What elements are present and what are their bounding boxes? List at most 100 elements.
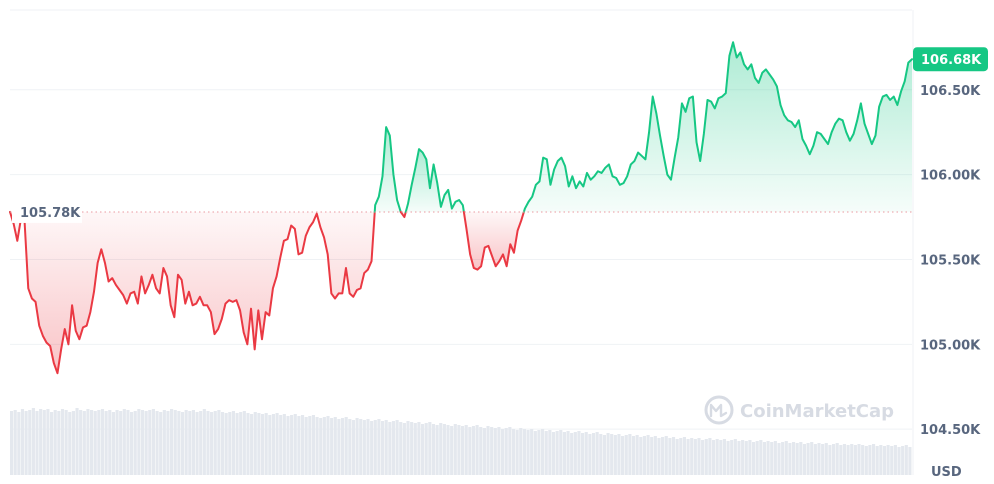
y-tick-label: 106.50K: [920, 84, 981, 99]
volume-bar: [882, 446, 887, 475]
price-line-down: [9, 210, 376, 375]
volume-bar: [766, 441, 770, 475]
volume-bar: [893, 445, 897, 475]
volume-bar: [326, 416, 330, 475]
volume-bar: [748, 440, 752, 475]
volume-bar: [802, 444, 807, 475]
volume-bar: [293, 414, 297, 475]
volume-bar: [359, 419, 363, 475]
volume-bar: [901, 446, 905, 475]
volume-bar: [220, 412, 225, 475]
volume-bar: [737, 441, 741, 475]
volume-bar: [646, 435, 650, 475]
volume-bar: [824, 443, 828, 475]
volume-bar: [279, 415, 283, 475]
volume-bar: [788, 443, 792, 475]
volume-bar: [228, 412, 232, 475]
price-line-down: [399, 210, 407, 219]
volume-bar: [417, 422, 421, 475]
volume-bar: [693, 439, 697, 475]
volume-bar: [391, 421, 396, 475]
volume-bar: [664, 436, 668, 475]
volume-bar: [831, 444, 836, 475]
volume-bar: [602, 435, 606, 475]
volume-bar: [17, 412, 21, 475]
volume-bar: [773, 441, 777, 475]
volume-bar: [370, 421, 374, 475]
volume-bar: [908, 447, 912, 475]
volume-bar: [606, 433, 610, 475]
volume-bar: [111, 412, 115, 475]
volume-bar: [170, 409, 174, 475]
volume-bar: [530, 429, 534, 475]
volume-bar: [184, 410, 188, 475]
volume-bar: [671, 437, 676, 475]
volume-bar: [442, 424, 446, 475]
volume-bar: [395, 420, 399, 475]
volume-bar: [595, 432, 599, 475]
volume-bar: [140, 410, 145, 475]
volume-bar: [413, 423, 417, 475]
volume-bar: [584, 432, 588, 475]
y-tick-label: 106.00K: [920, 169, 981, 184]
volume-bar: [628, 434, 632, 475]
volume-bar: [253, 412, 257, 475]
area-fills: [10, 42, 912, 374]
volume-bar: [195, 412, 199, 475]
volume-bar: [71, 411, 75, 475]
volume-bar: [235, 413, 239, 475]
volume-bar: [486, 426, 490, 475]
volume-bar: [650, 437, 654, 475]
volume-bar: [271, 414, 276, 475]
volume-bar: [162, 410, 166, 475]
volume-bar: [566, 431, 570, 475]
volume-bar: [340, 418, 345, 475]
volume-bar: [661, 437, 665, 475]
volume-bar: [151, 409, 155, 475]
volume-bar: [79, 410, 83, 475]
volume-bar: [850, 444, 854, 475]
volume-bar: [610, 434, 614, 475]
volume-bar: [173, 410, 177, 475]
coinmarketcap-watermark: CoinMarketCap: [704, 395, 894, 425]
volume-bar: [250, 414, 254, 475]
volume-bar: [380, 421, 385, 475]
volume-bar: [657, 438, 661, 475]
volume-bar: [835, 443, 839, 475]
volume-bar: [366, 419, 370, 475]
volume-bar: [420, 424, 425, 475]
volume-bar: [810, 442, 814, 475]
volume-bar: [28, 410, 32, 475]
volume-bar: [741, 440, 745, 475]
volume-bar: [461, 426, 465, 475]
volume-bar: [355, 418, 359, 475]
volume-bar: [450, 426, 454, 475]
volume-bar: [239, 412, 243, 475]
volume-bar: [50, 412, 54, 475]
volume-bar: [704, 439, 708, 475]
volume-bar: [621, 436, 625, 475]
volume-bar: [13, 410, 17, 475]
volume-bar: [257, 413, 261, 475]
volume-bar: [733, 439, 737, 475]
volume-bar: [304, 417, 308, 475]
volume-bar: [781, 442, 785, 475]
volume-bar: [177, 411, 181, 475]
volume-bar: [155, 411, 159, 475]
volume-bar: [559, 430, 563, 475]
volume-bar: [300, 415, 305, 475]
coinmarketcap-logo-icon: [704, 395, 734, 425]
volume-bar: [871, 444, 876, 475]
volume-bar: [868, 445, 872, 475]
volume-bar: [115, 410, 119, 475]
volume-bar: [719, 440, 723, 475]
volume-bar: [551, 432, 556, 475]
volume-bar: [479, 427, 483, 475]
volume-bar: [846, 445, 850, 475]
volume-bar: [384, 420, 388, 475]
volume-bar: [548, 430, 552, 475]
volume-bar: [330, 418, 334, 475]
volume-bar: [857, 444, 861, 475]
volume-bar: [471, 426, 476, 475]
volume-bar: [166, 411, 170, 475]
